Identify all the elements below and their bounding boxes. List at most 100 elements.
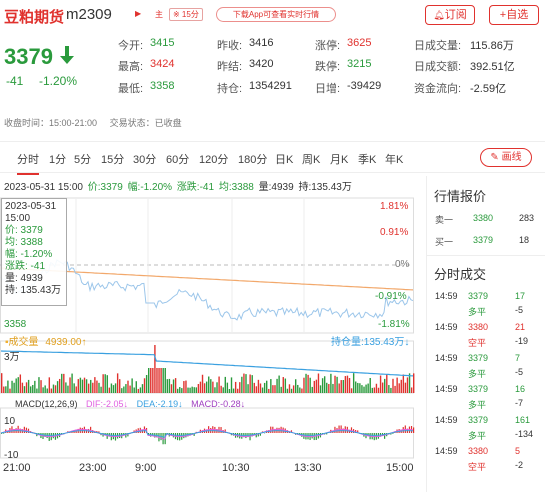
info-open-interest: 持:135.43万 xyxy=(298,182,352,193)
volume-bar xyxy=(94,377,96,393)
volume-bar xyxy=(166,379,169,393)
tab-0[interactable]: 分时 xyxy=(17,151,39,175)
quote-field-value: -39429 xyxy=(347,80,382,92)
down-arrow-icon xyxy=(60,46,74,64)
pen-icon: ✎ xyxy=(490,152,499,163)
volume-bar xyxy=(326,382,328,393)
volume-bar xyxy=(168,378,171,393)
tooltip-volume: 量: 4939 xyxy=(5,273,43,284)
tab-12[interactable]: 年K xyxy=(385,154,404,166)
tab-5[interactable]: 60分 xyxy=(166,154,190,166)
volume-bar xyxy=(371,387,373,393)
volume-bar xyxy=(25,382,28,393)
tab-11[interactable]: 季K xyxy=(358,154,377,166)
volume-bar xyxy=(160,368,162,393)
volume-bar xyxy=(245,374,247,393)
volume-bar xyxy=(357,382,359,393)
trades-panel-title: 分时成交 xyxy=(434,267,487,282)
volume-bar xyxy=(112,385,115,393)
trade-time: 14:59 xyxy=(435,291,458,301)
volume-bar xyxy=(297,384,299,393)
tooltip-price: 价: 3379 xyxy=(5,225,43,236)
tooltip-open-interest: 持: 135.43万 xyxy=(5,285,62,296)
volume-bar xyxy=(377,387,380,393)
volume-bar xyxy=(98,382,100,393)
volume-bar xyxy=(143,378,146,393)
volume-bar xyxy=(299,387,301,393)
volume-bar xyxy=(286,388,289,393)
volume-bar xyxy=(311,386,313,393)
volume-bar xyxy=(79,377,82,393)
tab-10[interactable]: 月K xyxy=(330,154,349,166)
tooltip-pct: 幅: -1.20% xyxy=(5,249,53,260)
tab-6[interactable]: 120分 xyxy=(199,154,229,166)
volume-bar xyxy=(228,388,231,393)
time-axis-label: 13:30 xyxy=(294,462,322,474)
trade-oi-change: -134 xyxy=(515,429,534,439)
volume-bar xyxy=(116,373,119,393)
volume-bar xyxy=(11,380,13,393)
volume-bar xyxy=(230,377,233,393)
volume-bar xyxy=(187,387,189,393)
tab-4[interactable]: 30分 xyxy=(133,154,157,166)
tab-9[interactable]: 周K xyxy=(302,154,321,166)
quote-field-label: 今开: xyxy=(118,40,144,52)
intraday-chart[interactable] xyxy=(0,193,420,492)
volume-bar xyxy=(114,383,117,393)
volume-bar xyxy=(137,388,140,393)
add-favorite-button[interactable]: +自选 xyxy=(489,5,539,25)
volume-bar xyxy=(239,382,241,393)
volume-bar xyxy=(350,388,353,393)
volume-bar xyxy=(174,378,177,393)
tab-3[interactable]: 15分 xyxy=(101,154,125,166)
tab-7[interactable]: 180分 xyxy=(238,154,268,166)
ask-volume: 283 xyxy=(519,213,535,223)
volume-bar xyxy=(7,380,9,393)
right-panel: 行情报价 卖一 3380 283 买一 3379 18 分时成交 14:59 33… xyxy=(426,176,545,492)
volume-bar xyxy=(110,383,113,393)
volume-bar xyxy=(255,386,258,393)
bid-price: 3379 xyxy=(473,235,494,245)
macd-bar xyxy=(3,433,5,434)
volume-bar xyxy=(309,377,311,393)
tab-8[interactable]: 日K xyxy=(275,154,294,166)
quote-field-value: 392.51亿 xyxy=(470,61,515,73)
macd-bar xyxy=(220,427,222,433)
volume-bar xyxy=(210,379,212,393)
volume-bar xyxy=(201,374,204,393)
volume-bar xyxy=(278,375,280,393)
macd-bar xyxy=(290,430,293,433)
download-app-link[interactable]: 下载App可查看实时行情 xyxy=(216,7,336,22)
volume-bar xyxy=(251,375,253,393)
crosshair-tooltip: 2023-05-31 15:00 价: 3379 均: 3388 幅: -1.2… xyxy=(1,198,67,306)
dot-icon: ▪ xyxy=(5,337,9,348)
draw-line-button[interactable]: ✎ 画线 xyxy=(480,148,532,167)
tab-2[interactable]: 5分 xyxy=(74,154,92,166)
volume-bar xyxy=(102,374,104,393)
volume-bar xyxy=(375,383,378,393)
macd-bar xyxy=(98,431,100,433)
volume-bar xyxy=(386,374,388,393)
macd-dif: DIF:-2.05↓ xyxy=(86,399,129,409)
subscribe-button[interactable]: 🔔︎订阅 xyxy=(425,5,475,25)
volume-bar xyxy=(9,388,11,393)
volume-bar xyxy=(125,384,127,393)
volume-bar xyxy=(50,388,53,393)
macd-bar xyxy=(357,430,359,433)
volume-bar xyxy=(398,383,400,393)
volume-bar xyxy=(334,375,336,393)
volume-bar xyxy=(208,376,210,393)
volume-bar xyxy=(127,380,129,393)
volume-bar xyxy=(346,375,349,393)
volume-bar xyxy=(390,387,392,393)
macd-bar xyxy=(321,433,324,434)
volume-bar xyxy=(147,368,150,393)
volume-bar xyxy=(220,385,222,393)
volume-bar xyxy=(61,373,63,393)
volume-bar xyxy=(183,381,185,393)
volume-bar xyxy=(232,388,235,393)
macd-bar xyxy=(288,432,290,433)
pct-label-4: -0.91% xyxy=(375,291,407,302)
volume-bar xyxy=(73,383,75,393)
tab-1[interactable]: 1分 xyxy=(49,154,67,166)
